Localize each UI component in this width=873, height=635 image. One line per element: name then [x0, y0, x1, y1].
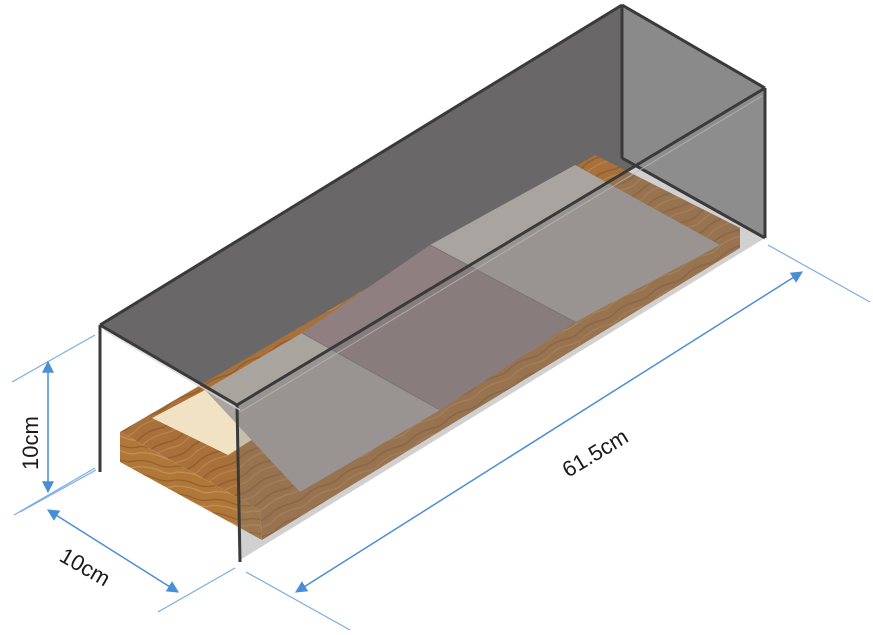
edge-left-post-front: [235, 404, 242, 563]
edge-top-left: [99, 323, 238, 407]
width-arrow: [46, 509, 180, 593]
height-label: 10cm: [18, 416, 43, 470]
edge-top-right: [621, 3, 766, 90]
width-label: 10cm: [56, 543, 115, 592]
width-ext-left: [19, 469, 97, 513]
width-ext-right: [157, 567, 236, 613]
length-ext-left: [245, 571, 351, 631]
dimension-height: 10cm: [11, 334, 96, 516]
height-ext-bottom: [13, 467, 96, 516]
length-ext-right: [767, 244, 871, 303]
length-label: 61.5cm: [558, 424, 633, 483]
length-arrow: [294, 271, 804, 593]
height-ext-top: [11, 334, 96, 383]
glass-top-back-panel: [100, 5, 765, 405]
tile-cream: [152, 390, 275, 455]
edge-top-front: [99, 3, 623, 327]
glass-highlight: [103, 329, 241, 411]
wood-base-left-end: [120, 432, 262, 540]
edge-bottom-right: [621, 156, 766, 240]
glass-right-end-panel: [622, 5, 765, 238]
